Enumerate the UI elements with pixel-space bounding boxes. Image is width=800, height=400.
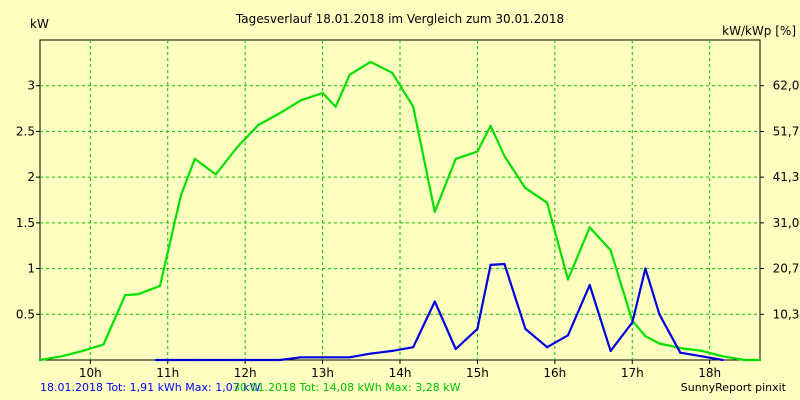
series-2-point	[588, 283, 591, 287]
series-1-point	[102, 343, 105, 346]
series-2-point	[566, 334, 570, 337]
footer: 18.01.2018 Tot: 1,91 kWh Max: 1,07 kW 30…	[0, 381, 800, 397]
series-2-point	[321, 356, 324, 359]
series-1-point	[391, 71, 394, 74]
series-1-point	[214, 173, 217, 176]
series-2-point	[412, 346, 415, 349]
series-2-point	[546, 346, 549, 349]
series-1-point	[236, 145, 239, 149]
y-tick-label: 1	[27, 262, 35, 276]
series-2-point	[454, 347, 457, 351]
series-1-point	[476, 150, 479, 153]
y2-tick-label: 62,0	[773, 79, 800, 93]
series-1-point	[81, 349, 84, 352]
series-1-point	[299, 99, 302, 102]
y-tick-label: 3	[27, 79, 35, 93]
series-2-point	[524, 327, 527, 330]
series-1-point	[137, 293, 140, 296]
series-1-point	[524, 187, 527, 190]
x-tick-label: 10h	[79, 366, 102, 380]
series-1-point	[758, 358, 762, 362]
series-1-point	[609, 249, 612, 252]
series-2-point	[644, 267, 647, 270]
series-2-point	[721, 358, 724, 362]
series-lines	[38, 60, 762, 362]
series-1-point	[412, 105, 415, 108]
series-2-point	[433, 300, 436, 303]
series-1-point	[369, 60, 372, 64]
series-2-point	[631, 321, 634, 324]
series-1-point	[321, 91, 324, 95]
y2-tick-label: 41,3	[773, 170, 800, 184]
series-1-point	[721, 355, 724, 358]
series-1-point	[257, 123, 260, 127]
series-2-point	[679, 351, 682, 354]
series-1-point	[433, 210, 436, 213]
series-1-point	[334, 105, 337, 108]
series-2-point	[236, 358, 239, 362]
series-1-point	[566, 278, 570, 281]
series-1-point	[679, 347, 682, 350]
y-tick-label: 1.5	[16, 216, 35, 230]
series-1-point	[38, 358, 42, 362]
series-2-point	[369, 352, 372, 355]
x-tick-label: 11h	[156, 366, 179, 380]
y2-tick-label: 20,7	[773, 262, 800, 276]
axis-ticks: 10h 11h 12h 13h 14h 15h 16h 17h 18h0.511.522.531…	[16, 79, 799, 380]
series-1-point	[588, 226, 591, 229]
y-tick-label: 2.5	[16, 124, 35, 138]
series-2-point	[609, 349, 612, 352]
series-1-point	[546, 201, 549, 204]
y-tick-label: 2	[27, 170, 35, 184]
x-tick-label: 12h	[234, 366, 257, 380]
grid	[40, 40, 760, 360]
credit-text: SunnyReport pinxit	[680, 381, 786, 394]
x-tick-label: 16h	[543, 366, 566, 380]
series-2-point	[155, 358, 158, 362]
y-tick-label: 0.5	[16, 307, 35, 321]
series-2-point	[278, 358, 282, 362]
series1-summary: 18.01.2018 Tot: 1,91 kWh Max: 1,07 kW	[40, 381, 261, 394]
series-1-point	[743, 358, 746, 362]
series-1-point	[348, 73, 351, 76]
x-tick-label: 15h	[466, 366, 489, 380]
series-1-point	[503, 155, 506, 158]
x-tick-label: 14h	[389, 366, 412, 380]
series-2-point	[193, 358, 196, 362]
series-2-point	[476, 327, 479, 330]
y-axis-label: kW	[30, 17, 49, 31]
y2-axis-label: kW/kWp [%]	[722, 24, 796, 38]
x-tick-label: 17h	[621, 366, 644, 380]
series-2-point	[658, 313, 661, 316]
y2-tick-label: 51,7	[773, 124, 800, 138]
series-1-point	[179, 194, 182, 197]
series-2-point	[299, 356, 302, 359]
series-2-line	[156, 262, 723, 362]
series2-summary: 30.01.2018 Tot: 14,08 kWh Max: 3,28 kW	[233, 381, 461, 394]
series-1-point	[489, 124, 492, 127]
y2-tick-label: 10,3	[773, 307, 800, 321]
chart-title: Tagesverlauf 18.01.2018 im Vergleich zum…	[235, 12, 564, 26]
series-2-point	[391, 349, 394, 352]
series-1-point	[158, 284, 162, 287]
y2-tick-label: 31,0	[773, 216, 800, 230]
series-1-point	[644, 335, 647, 338]
series-2-point	[489, 263, 492, 266]
series-1-point	[278, 112, 282, 115]
x-tick-label: 13h	[311, 366, 334, 380]
series-1-point	[700, 349, 704, 352]
series-1-point	[658, 342, 661, 345]
series-1-point	[454, 157, 457, 160]
series-1-line	[39, 60, 760, 362]
series-2-point	[503, 262, 506, 266]
series-1-point	[60, 355, 63, 358]
series-2-point	[700, 355, 704, 358]
series-2-point	[348, 356, 351, 359]
series-1-point	[124, 294, 127, 297]
series-1-point	[193, 157, 196, 160]
x-tick-label: 18h	[698, 366, 721, 380]
